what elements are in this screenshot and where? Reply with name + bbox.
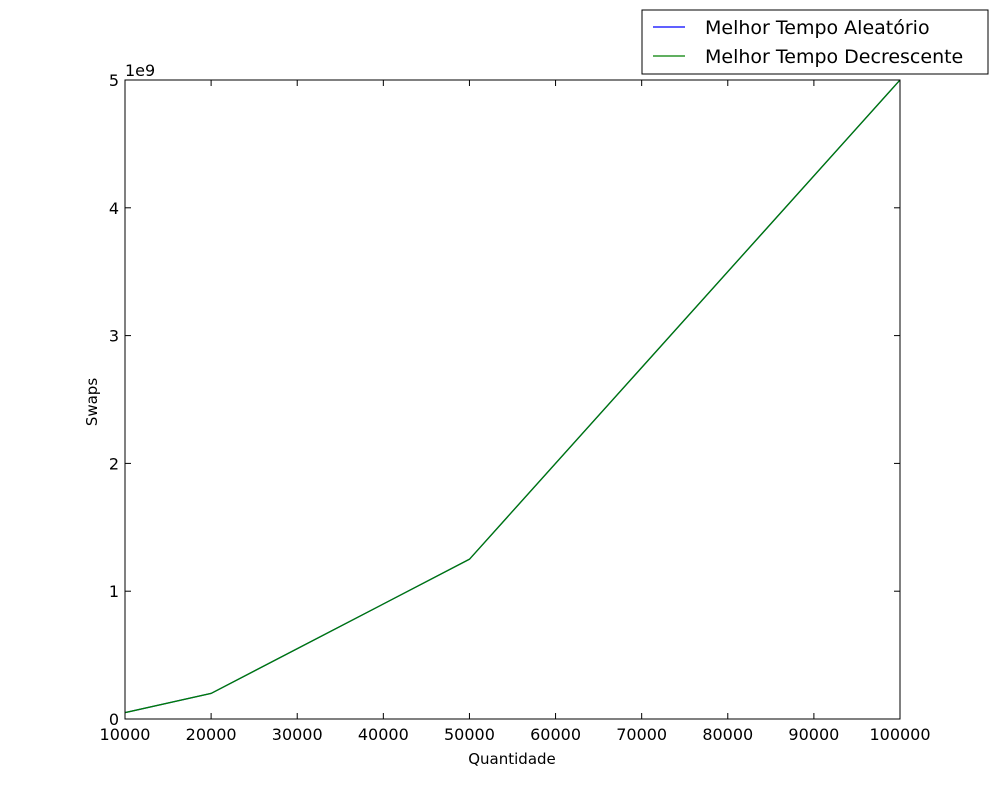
x-axis-title: Quantidade — [468, 750, 556, 768]
x-tick-label: 70000 — [616, 725, 667, 744]
series-layer — [124, 79, 901, 714]
legend-box — [641, 9, 989, 75]
plot-area-frame — [124, 79, 901, 720]
legend-label-1: Melhor Tempo Aleatório — [705, 17, 930, 39]
axis-ticks: 10000 20000 30000 40000 50000 60000 70000 80000… — [100, 71, 931, 744]
legend: Melhor Tempo Aleatório Melhor Tempo Decre… — [641, 9, 989, 75]
y-tick-label: 3 — [109, 327, 119, 346]
x-tick-label: 40000 — [358, 725, 409, 744]
legend-label-2: Melhor Tempo Decrescente — [705, 46, 963, 68]
y-tick-label: 1 — [109, 582, 119, 601]
x-tick-label: 30000 — [272, 725, 323, 744]
y-tick-label: 5 — [109, 71, 119, 90]
x-tick-label: 100000 — [869, 725, 930, 744]
x-tick-label: 20000 — [186, 725, 237, 744]
x-tick-label: 60000 — [530, 725, 581, 744]
x-tick-label: 80000 — [702, 725, 753, 744]
y-tick-label: 2 — [109, 454, 119, 473]
x-tick-label: 50000 — [444, 725, 495, 744]
x-tick-label: 10000 — [100, 725, 151, 744]
y-axis-offset-label: 1e9 — [125, 61, 155, 80]
series-line-2 — [124, 79, 901, 714]
y-tick-label: 4 — [109, 199, 119, 218]
x-tick-label: 90000 — [788, 725, 839, 744]
y-axis-title: Swaps — [83, 378, 101, 427]
series-line-1 — [124, 79, 901, 714]
y-tick-label: 0 — [109, 710, 119, 729]
legend-entries: Melhor Tempo Aleatório Melhor Tempo Decre… — [653, 17, 963, 68]
